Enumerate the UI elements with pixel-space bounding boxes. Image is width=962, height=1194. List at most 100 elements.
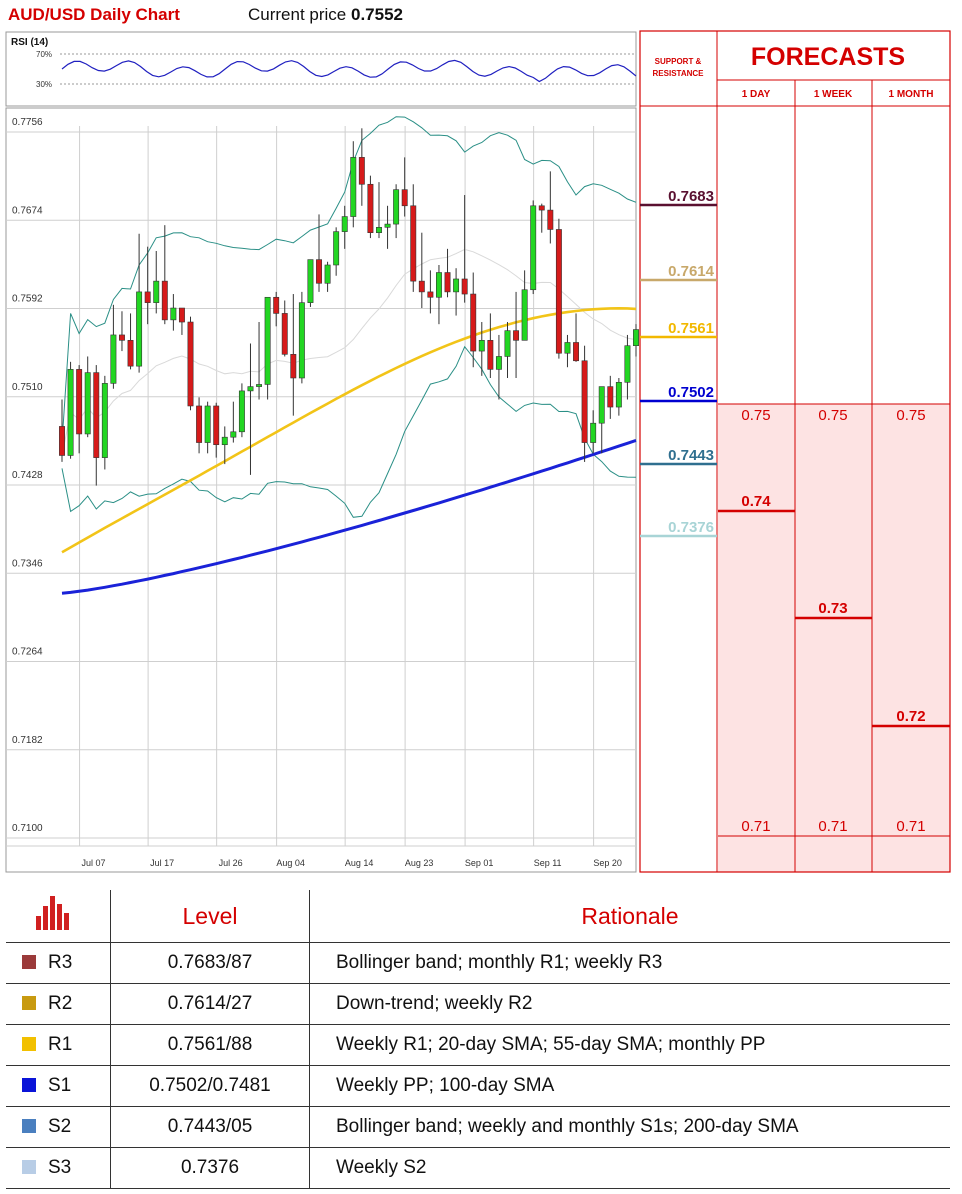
candle-body xyxy=(393,189,400,225)
fc-day-bottom: 0.71 xyxy=(741,818,770,835)
candle xyxy=(196,397,203,454)
level-value: 0.7683/87 xyxy=(110,942,310,984)
candle-body xyxy=(264,296,271,385)
candle-body xyxy=(333,231,340,266)
candle-body xyxy=(341,216,348,232)
level-name-cell: R1 xyxy=(6,1024,111,1066)
candle xyxy=(401,157,408,217)
table-row: R2 0.7614/27 Down-trend; weekly R2 xyxy=(6,983,950,1025)
candle-body xyxy=(538,205,545,211)
header-icon-cell xyxy=(6,890,111,943)
x-tick-label: Aug 04 xyxy=(276,858,305,868)
candle-body xyxy=(513,330,520,341)
rsi-line xyxy=(61,59,637,83)
x-tick-label: Jul 07 xyxy=(82,858,106,868)
candle-body xyxy=(435,272,442,298)
col-1-week: 1 WEEK xyxy=(814,89,853,100)
y-axis-ticks: 0.7756 0.7674 0.7592 0.7510 0.7428 0.7346 0.72… xyxy=(12,117,43,834)
candle xyxy=(170,294,177,331)
candle xyxy=(273,291,280,327)
x-tick-label: Jul 26 xyxy=(219,858,243,868)
candle-body xyxy=(590,422,597,443)
candle-body xyxy=(273,296,280,314)
candle-body xyxy=(495,356,502,370)
table-row: R1 0.7561/88 Weekly R1; 20-day SMA; 55-day… xyxy=(6,1024,950,1066)
sma-200-line xyxy=(61,438,637,595)
candle xyxy=(178,307,185,335)
current-price: Current price 0.7552 xyxy=(248,5,403,25)
candle xyxy=(427,270,434,314)
candle-body xyxy=(530,205,537,291)
candle-body xyxy=(444,272,451,293)
candle xyxy=(333,227,340,276)
candle-body xyxy=(59,426,65,456)
x-tick-label: Sep 20 xyxy=(593,858,622,868)
candle xyxy=(367,175,374,239)
candle-body xyxy=(101,383,108,458)
forecasts-title: FORECASTS xyxy=(751,43,905,71)
candle-body xyxy=(324,264,331,284)
candle xyxy=(341,205,348,249)
level-rationale: Weekly S2 xyxy=(309,1147,950,1189)
candle-body xyxy=(110,334,117,384)
level-name: S1 xyxy=(48,1074,72,1096)
candle-body xyxy=(401,189,408,207)
x-axis-ticks: Jul 07 Jul 17 Jul 26 Aug 04 Aug 14 Aug 23 Sep … xyxy=(82,858,622,868)
fc-day-mid: 0.74 xyxy=(741,493,771,510)
candle-body xyxy=(196,405,203,443)
candle-body xyxy=(67,369,74,456)
candle xyxy=(256,322,263,400)
sr-level-label: 0.7561 xyxy=(668,320,714,337)
candle xyxy=(350,141,357,228)
sr-level-label: 0.7683 xyxy=(668,188,714,205)
candle xyxy=(530,200,537,295)
table-row: R3 0.7683/87 Bollinger band; monthly R1; w… xyxy=(6,942,950,984)
candle-body xyxy=(230,431,237,438)
candle-body xyxy=(564,342,571,354)
table-header-row: Level Rationale xyxy=(6,890,950,943)
candle-body xyxy=(607,386,614,408)
candle-body xyxy=(367,183,374,233)
candle xyxy=(358,128,365,206)
y-tick-label: 0.7592 xyxy=(12,294,43,305)
fc-month-bottom: 0.71 xyxy=(896,818,925,835)
level-value: 0.7443/05 xyxy=(110,1106,310,1148)
candle-body xyxy=(453,278,460,293)
candle xyxy=(144,246,151,325)
candle xyxy=(495,334,502,400)
candle xyxy=(615,377,622,416)
level-rationale: Bollinger band; monthly R1; weekly R3 xyxy=(309,942,950,984)
candle xyxy=(281,300,288,357)
sr-level-label: 0.7614 xyxy=(668,263,715,280)
y-tick-label: 0.7346 xyxy=(12,558,43,569)
fc-week-bottom: 0.71 xyxy=(818,818,847,835)
candle xyxy=(478,322,485,376)
rsi-label: RSI (14) xyxy=(11,37,48,48)
level-rationale: Bollinger band; weekly and monthly S1s; … xyxy=(309,1106,950,1148)
candle xyxy=(161,225,168,325)
level-value: 0.7502/0.7481 xyxy=(110,1065,310,1107)
candle-body xyxy=(384,223,391,228)
candle-body xyxy=(521,289,528,341)
candle-body xyxy=(427,291,434,298)
candle xyxy=(470,272,477,368)
x-tick-label: Jul 17 xyxy=(150,858,174,868)
candle xyxy=(213,402,220,458)
candle xyxy=(324,261,331,292)
candle-body xyxy=(598,386,605,424)
level-value: 0.7376 xyxy=(110,1147,310,1189)
sr-level-label: 0.7443 xyxy=(668,447,714,464)
candle xyxy=(581,345,588,462)
level-rationale: Weekly R1; 20-day SMA; 55-day SMA; month… xyxy=(309,1024,950,1066)
candle xyxy=(119,311,125,352)
candle-body xyxy=(504,330,511,357)
candle xyxy=(633,324,639,357)
sr-header-2: RESISTANCE xyxy=(653,69,705,78)
candle-body xyxy=(119,334,125,341)
level-color-swatch xyxy=(22,1078,36,1092)
level-value: 0.7561/88 xyxy=(110,1024,310,1066)
candle xyxy=(298,291,305,384)
level-color-swatch xyxy=(22,1160,36,1174)
candle-body xyxy=(410,205,417,282)
candle xyxy=(290,294,297,416)
